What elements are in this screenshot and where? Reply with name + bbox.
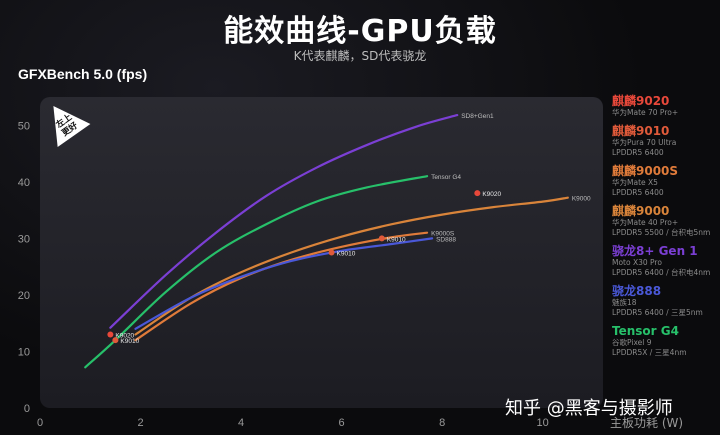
- legend-subtext: 华为Pura 70 Ultra: [612, 138, 677, 147]
- x-axis-label: 主板功耗 (W): [610, 416, 684, 430]
- legend-subtext: 魅族18: [612, 298, 637, 307]
- legend-name: 麒麟9000S: [612, 164, 679, 178]
- legend-name: 麒麟9020: [612, 94, 670, 108]
- legend-item: 麒麟9020 华为Mate 70 Pro+: [612, 94, 720, 118]
- series-line-k9000s: [134, 231, 429, 342]
- watermark: 知乎 @黑客与摄影师: [505, 398, 673, 419]
- legend-name: 麒麟9000: [612, 204, 670, 218]
- legend-item: 骁龙8+ Gen 1 Moto X30 Pro LPDDR5 6400 / 台积电4…: [612, 244, 720, 278]
- badge-shape: [53, 105, 91, 147]
- legend-item: 骁龙888 魅族18 LPDDR5 6400 / 三星5nm: [612, 284, 720, 318]
- y-tick-label: 20: [18, 290, 30, 302]
- legend-name: 骁龙8+ Gen 1: [612, 244, 698, 258]
- y-tick-label: 30: [18, 233, 30, 245]
- y-tick-label: 40: [18, 177, 30, 189]
- data-point-label: K9020: [115, 332, 134, 339]
- series-line-tensor-g4: [84, 175, 429, 369]
- series-end-label: K9000S: [431, 231, 455, 238]
- legend-subtext: 华为Mate X5: [612, 178, 658, 187]
- legend-name: Tensor G4: [612, 324, 679, 338]
- data-point: [112, 337, 119, 344]
- series-end-label: SD888: [436, 236, 456, 243]
- y-tick-label: 50: [18, 120, 30, 132]
- data-point: [474, 190, 481, 197]
- data-point-label: K9010: [337, 251, 356, 258]
- legend: 麒麟9020 华为Mate 70 Pro+ 麒麟9010 华为Pura 70 Ultr…: [612, 94, 720, 364]
- series-line-k9000: [134, 196, 569, 336]
- legend-item: 麒麟9000S 华为Mate X5 LPDDR5 6400: [612, 164, 720, 198]
- legend-name: 骁龙888: [612, 284, 662, 298]
- x-tick-label: 10: [537, 417, 549, 429]
- page-title: 能效曲线-GPU负载: [223, 14, 497, 49]
- data-point-label: K9010: [387, 236, 406, 243]
- legend-subtext: LPDDR5X / 三星4nm: [612, 348, 687, 357]
- y-tick-label: 10: [18, 346, 30, 358]
- page-subtitle: K代表麒麟，SD代表骁龙: [293, 49, 427, 63]
- legend-subtext: LPDDR5 6400 / 三星5nm: [612, 308, 703, 317]
- x-tick-label: 0: [37, 417, 43, 429]
- legend-subtext: LPDDR5 6400: [612, 148, 664, 157]
- x-tick-label: 4: [238, 417, 244, 429]
- x-tick-label: 8: [439, 417, 445, 429]
- data-point: [328, 249, 335, 256]
- data-point: [378, 235, 385, 242]
- data-point-label: K9010: [120, 338, 139, 345]
- x-tick-label: 6: [339, 417, 345, 429]
- series-end-label: SD8+Gen1: [461, 113, 494, 120]
- series-line-sd888: [134, 237, 434, 330]
- legend-subtext: LPDDR5 6400: [612, 188, 664, 197]
- series-end-label: Tensor G4: [431, 174, 461, 181]
- data-point: [107, 331, 114, 338]
- chart-title: GFXBench 5.0 (fps): [18, 66, 148, 82]
- series-line-sd8-gen1: [109, 113, 459, 329]
- legend-subtext: LPDDR5 6400 / 台积电4nm: [612, 268, 711, 277]
- legend-name: 麒麟9010: [612, 124, 670, 138]
- legend-subtext: 华为Mate 40 Pro+: [612, 218, 679, 227]
- legend-item: 麒麟9000 华为Mate 40 Pro+ LPDDR5 5500 / 台积电5nm: [612, 204, 720, 238]
- legend-subtext: 华为Mate 70 Pro+: [612, 108, 679, 117]
- legend-subtext: Moto X30 Pro: [612, 258, 662, 267]
- data-point-label: K9020: [482, 191, 501, 198]
- legend-item: 麒麟9010 华为Pura 70 Ultra LPDDR5 6400: [612, 124, 720, 158]
- legend-subtext: LPDDR5 5500 / 台积电5nm: [612, 228, 711, 237]
- y-tick-label: 0: [24, 403, 30, 415]
- x-tick-label: 2: [137, 417, 143, 429]
- legend-item: Tensor G4 谷歌Pixel 9 LPDDR5X / 三星4nm: [612, 324, 720, 358]
- legend-subtext: 谷歌Pixel 9: [612, 338, 652, 347]
- series-end-label: K9000: [572, 196, 591, 203]
